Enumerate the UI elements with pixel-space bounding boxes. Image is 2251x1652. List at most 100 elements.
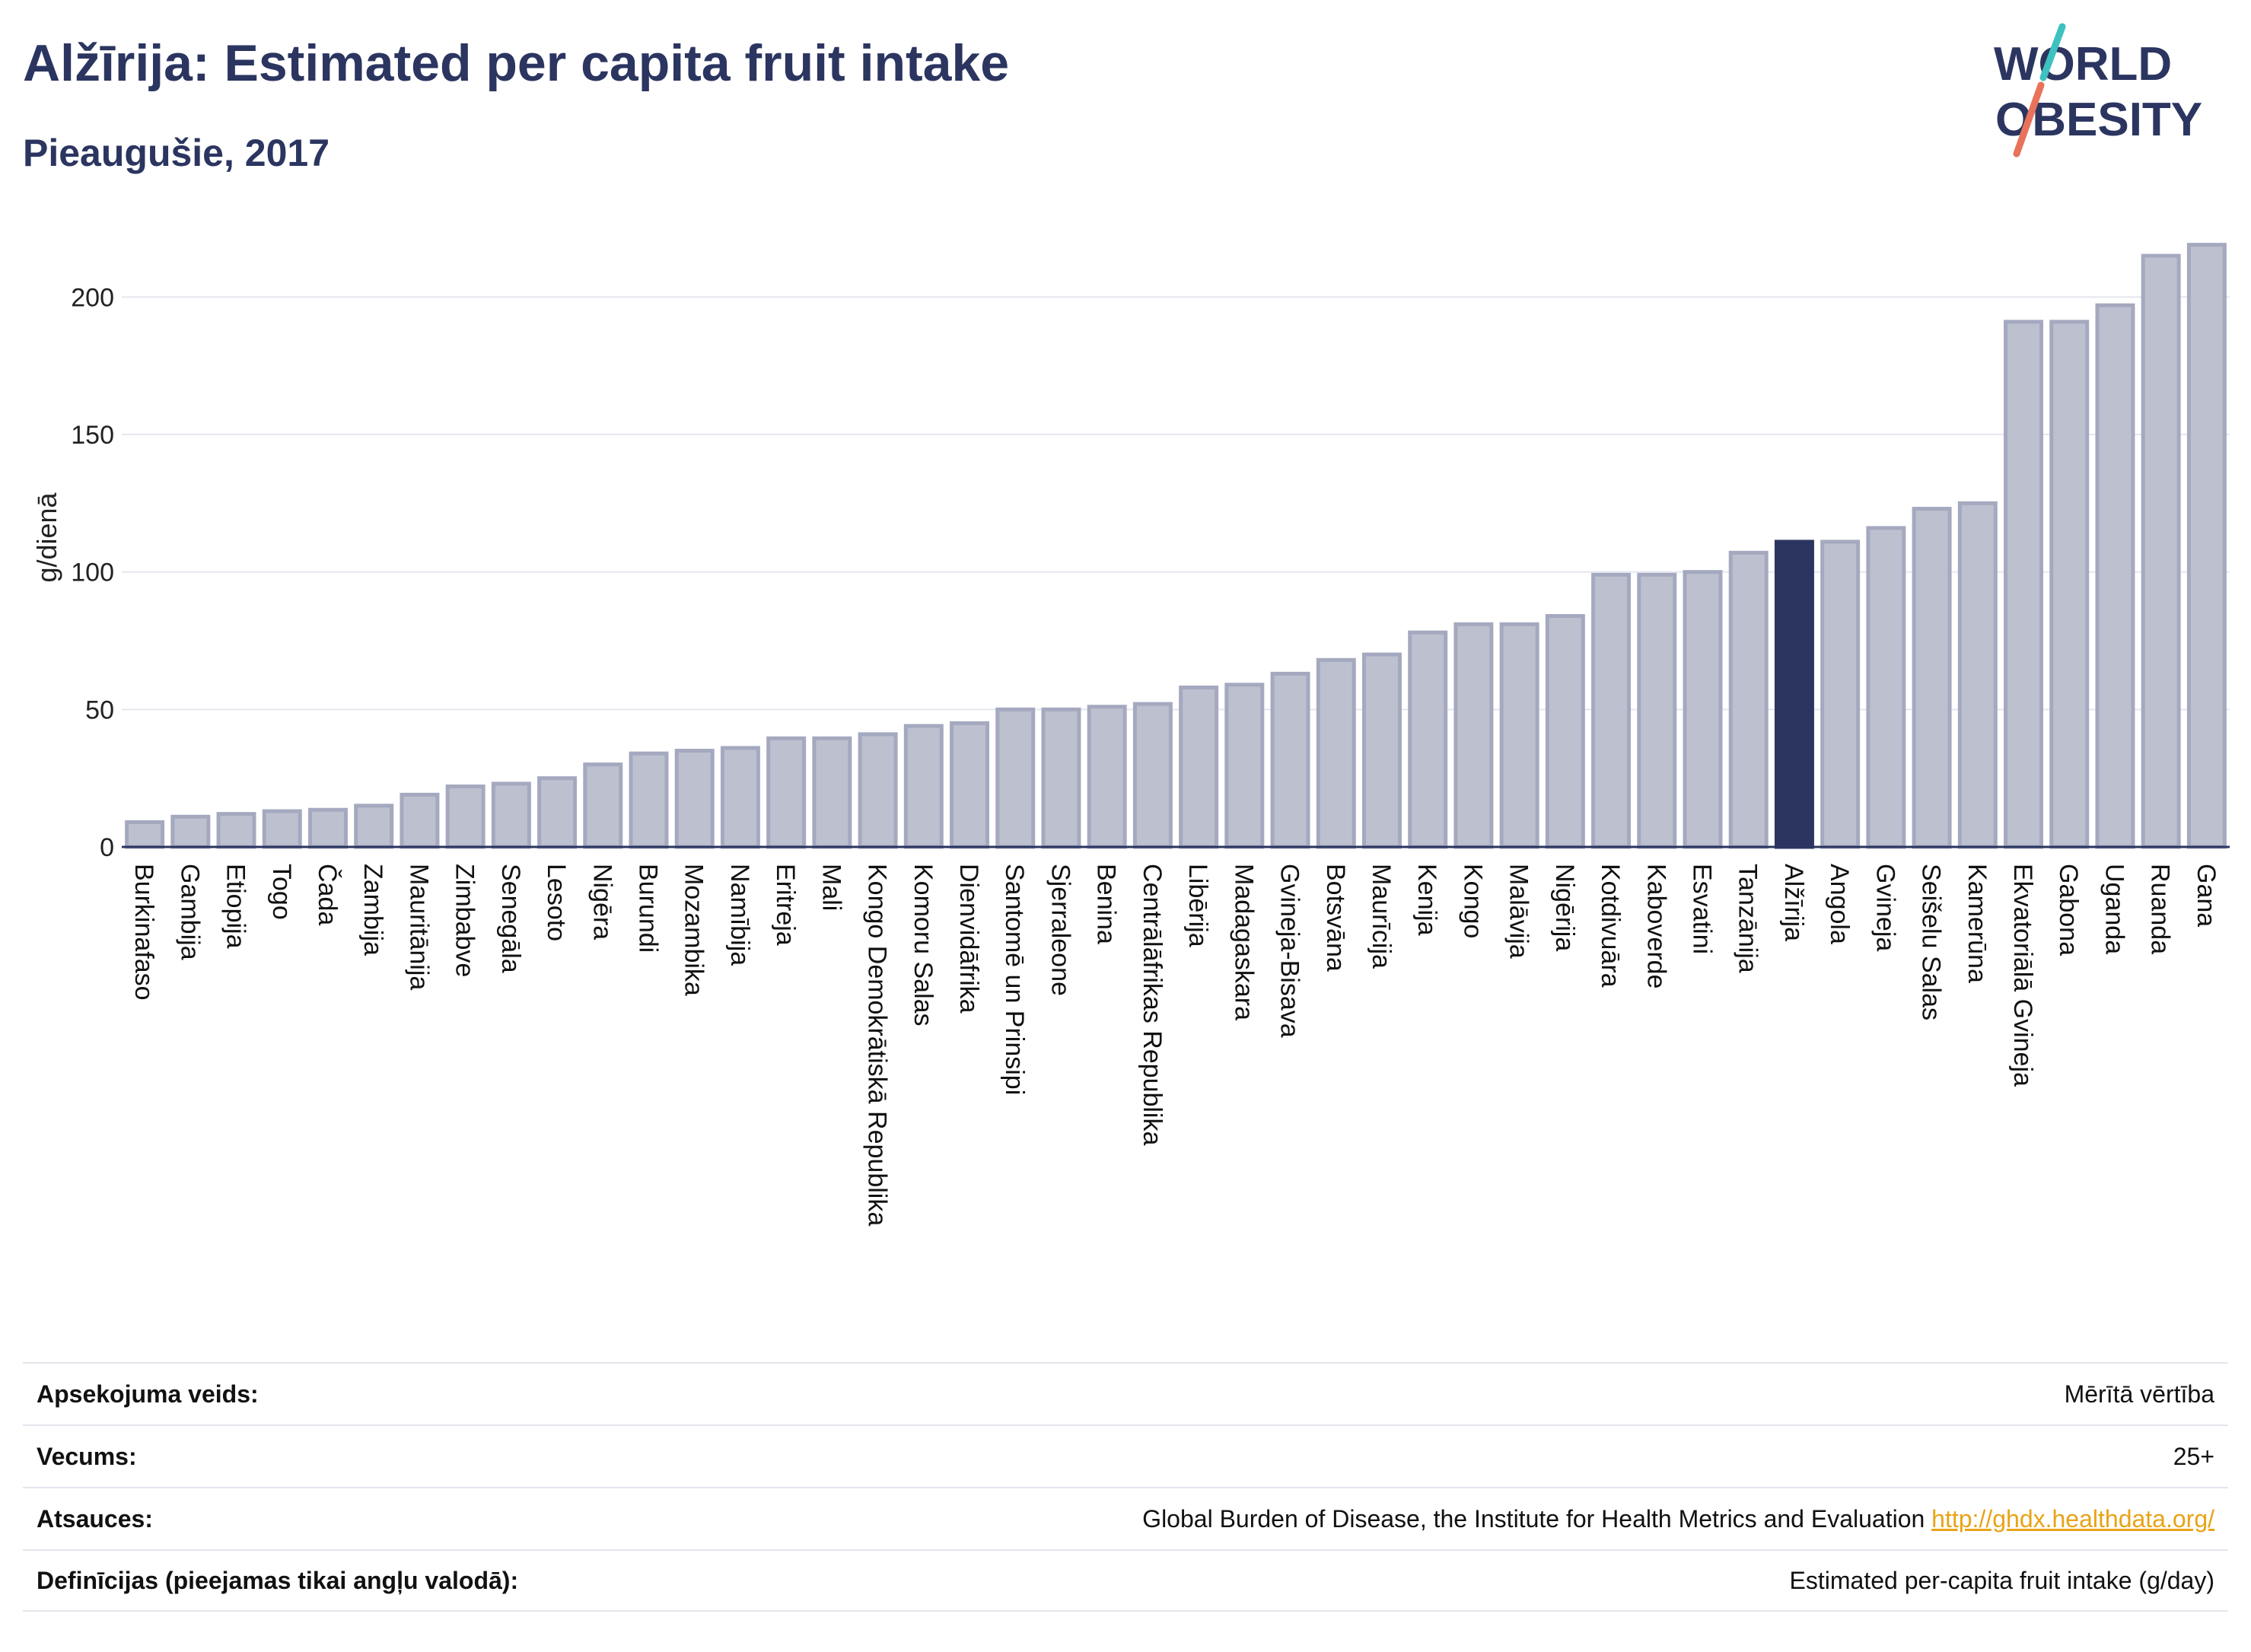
metadata-label: Apsekojuma veids: (37, 1380, 259, 1408)
x-tick-label: Gvineja-Bisava (1275, 864, 1304, 1038)
bar[interactable] (1820, 540, 1861, 849)
bar[interactable] (2004, 320, 2044, 849)
x-tick-label: Kamerūna (1963, 864, 1992, 983)
x-tick-label: Gvineja (1871, 864, 1899, 951)
metadata-label: Definīcijas (pieejamas tikai angļu valod… (37, 1566, 519, 1594)
tick-labels: 0 50 100 150 200 g/dienā Burkinafaso Gambija Eti… (31, 283, 2221, 1226)
bar[interactable] (1637, 572, 1677, 849)
bar[interactable] (1224, 683, 1265, 849)
bar[interactable] (125, 820, 165, 849)
x-tick-label: Malāvija (1504, 864, 1533, 959)
x-tick-label: Madagaskara (1229, 864, 1258, 1020)
bar[interactable] (812, 736, 852, 849)
x-tick-label: Kotdivuāra (1596, 864, 1625, 988)
x-tick-label: Centrālāfrikas Republika (1138, 864, 1167, 1145)
bar[interactable] (2095, 303, 2135, 849)
bar[interactable] (1499, 622, 1539, 849)
x-tick-label: Kaboverde (1641, 864, 1670, 988)
x-tick-label: Mozambika (680, 864, 708, 996)
bar[interactable] (629, 751, 669, 849)
bar[interactable] (537, 776, 578, 849)
bar[interactable] (2186, 243, 2227, 849)
x-tick-label: Benina (1092, 864, 1121, 944)
metadata-row: Definīcijas (pieejamas tikai angļu valod… (23, 1549, 2228, 1612)
bar[interactable] (720, 746, 760, 849)
source-link[interactable]: http://ghdx.healthdata.org/ (1931, 1504, 2214, 1533)
bar[interactable] (1361, 652, 1402, 849)
bar[interactable] (1591, 572, 1632, 849)
x-tick-label: Zambija (358, 864, 387, 956)
bar[interactable] (170, 814, 211, 849)
bar[interactable] (1453, 622, 1494, 849)
logo-slash-bottom (2013, 81, 2045, 158)
bar-highlight[interactable] (1774, 540, 1814, 849)
metadata-row: Apsekojuma veids: Mērītā vērtība (23, 1362, 2228, 1424)
bar[interactable] (995, 707, 1036, 849)
bar[interactable] (1041, 707, 1081, 849)
bar[interactable] (354, 804, 394, 849)
x-tick-label: Komoru Salas (909, 864, 938, 1027)
x-tick-label: Kenija (1412, 864, 1441, 936)
x-tick-label: Gana (2192, 864, 2221, 927)
bar[interactable] (1087, 705, 1127, 849)
y-tick-label: 0 (100, 833, 114, 862)
y-tick-label: 150 (71, 421, 114, 450)
bar[interactable] (2141, 253, 2181, 849)
bar[interactable] (766, 736, 807, 849)
bar[interactable] (400, 792, 440, 849)
x-tick-label: Angola (1825, 864, 1854, 944)
x-tick-label: Kongo (1458, 864, 1487, 938)
x-tick-label: Nigēra (587, 864, 616, 940)
x-tick-label: Uganda (2100, 864, 2128, 954)
world-obesity-logo: WORLD OBESITY (1994, 23, 2202, 158)
bar[interactable] (1270, 671, 1310, 849)
x-tick-label: Lesoto (542, 864, 571, 941)
x-tick-label: Alžīrija (1779, 864, 1808, 941)
x-tick-label: Togo (267, 864, 296, 920)
x-tick-label: Burkinafaso (129, 864, 158, 1001)
bar[interactable] (445, 785, 486, 849)
y-axis-label: g/dienā (31, 492, 62, 582)
bar[interactable] (1132, 702, 1173, 849)
bar-chart: 0 50 100 150 200 g/dienā Burkinafaso Gambija Eti… (31, 243, 2230, 1226)
metadata-table: Apsekojuma veids: Mērītā vērtība Vecums: 25… (23, 1362, 2228, 1612)
bar[interactable] (1957, 501, 1998, 849)
bar[interactable] (1179, 685, 1219, 849)
bar[interactable] (674, 749, 715, 849)
x-tick-label: Dienvidāfrika (954, 864, 983, 1014)
x-tick-label: Ekvatoriālā Gvineja (2008, 864, 2037, 1087)
y-tick-label: 200 (71, 283, 114, 312)
bar[interactable] (491, 781, 531, 849)
bar[interactable] (950, 721, 990, 849)
x-tick-label: Esvatini (1688, 864, 1717, 954)
bar[interactable] (1728, 550, 1769, 849)
bar[interactable] (903, 724, 944, 849)
metadata-value: Mērītā vērtība (2064, 1380, 2214, 1408)
bar[interactable] (1408, 630, 1448, 849)
x-tick-label: Mali (817, 864, 845, 911)
x-tick-label: Tanzānija (1734, 864, 1762, 973)
bar[interactable] (1316, 657, 1356, 849)
chart-subtitle: Pieaugušie, 2017 (23, 132, 330, 174)
bar[interactable] (307, 807, 348, 849)
x-tick-label: Gabona (2054, 864, 2083, 956)
bar[interactable] (1866, 526, 1906, 849)
logo-slash-top (2039, 23, 2066, 81)
bar[interactable] (1683, 570, 1723, 849)
bar[interactable] (1912, 507, 1952, 849)
bar[interactable] (262, 809, 302, 849)
x-tick-label: Maurīcija (1367, 864, 1396, 969)
metadata-value: Estimated per-capita fruit intake (g/day… (1789, 1566, 2214, 1594)
x-tick-label: Santomē un Prinsipi (1000, 864, 1029, 1095)
metadata-row: Atsauces: Global Burden of Disease, the I… (23, 1487, 2228, 1549)
logo-line1: WORLD (1994, 38, 2172, 91)
y-tick-label: 50 (85, 695, 114, 724)
bar[interactable] (583, 762, 623, 849)
metadata-value: Global Burden of Disease, the Institute … (1142, 1504, 2214, 1533)
bars (125, 243, 2227, 849)
x-tick-label: Sjerraleone (1046, 864, 1075, 996)
bar[interactable] (858, 732, 898, 849)
bar[interactable] (1545, 613, 1585, 849)
bar[interactable] (2049, 320, 2090, 849)
bar[interactable] (216, 812, 256, 849)
